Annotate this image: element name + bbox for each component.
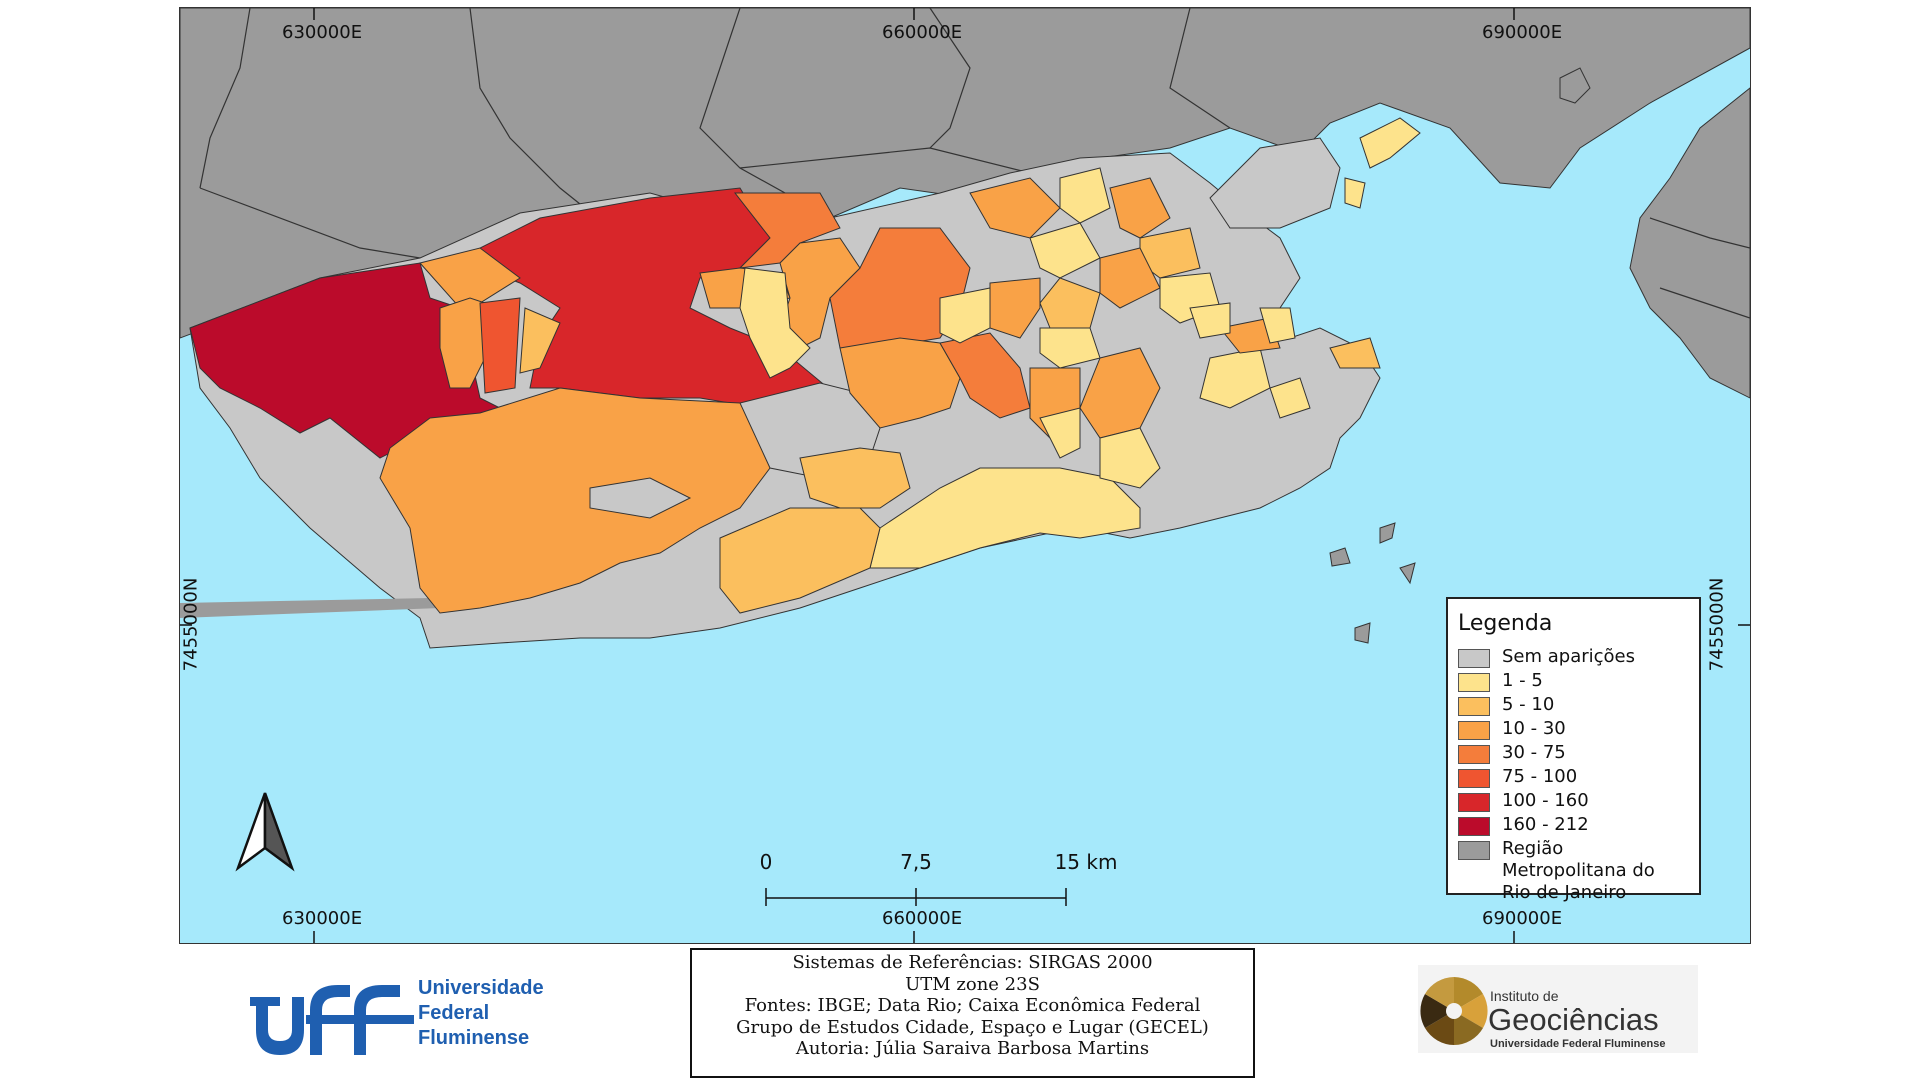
region-c1-center	[739, 267, 811, 379]
legend-swatch	[1458, 721, 1490, 740]
legend-swatch	[1458, 673, 1490, 692]
region-c1-ne2	[1029, 222, 1101, 279]
region-c3-ne1	[969, 177, 1061, 239]
legend-label: 30 - 75	[1502, 742, 1566, 763]
legend-label: 75 - 100	[1502, 766, 1578, 787]
region-c1-ne5	[1039, 327, 1101, 369]
legend-item: Região Metropolitana do Rio de Janeiro	[1458, 838, 1689, 904]
scale-label-1: 7,5	[900, 850, 932, 874]
uff-logo: uff	[250, 975, 414, 1055]
region-c1-ne7	[1099, 427, 1161, 489]
coord-bottom-1: 630000E	[282, 908, 363, 929]
legend-label: 5 - 10	[1502, 694, 1555, 715]
region-c4-mid	[939, 332, 1031, 419]
legend-swatch	[1458, 793, 1490, 812]
region-c1-ne10	[1189, 302, 1231, 339]
legend-swatch	[1458, 745, 1490, 764]
uff-line-2: Federal	[418, 1002, 490, 1024]
region-c2-ne3	[1329, 337, 1381, 369]
map-canvas: 0 7,5 15 km	[180, 8, 1750, 943]
uff-line-3: Fluminense	[418, 1027, 530, 1049]
uff-mark-text: uff	[250, 975, 252, 976]
uff-line-1: Universidade	[418, 977, 544, 999]
region-c1-ne11	[1259, 307, 1296, 344]
info-line-4: Grupo de Estudos Cidade, Espaço e Lugar …	[736, 1016, 1209, 1038]
region-c1-ne6	[1039, 407, 1081, 459]
region-c3-south	[379, 387, 771, 614]
legend-swatch	[1458, 817, 1490, 836]
coord-top-3: 690000E	[1482, 22, 1563, 43]
legend-swatch	[1458, 697, 1490, 716]
coord-top-1: 630000E	[282, 22, 363, 43]
coord-bottom-3: 690000E	[1482, 908, 1563, 929]
island-governador	[1209, 137, 1341, 229]
legend-swatch	[1458, 769, 1490, 788]
island-yellow	[1359, 117, 1421, 169]
coord-right: 7455000N	[1706, 577, 1728, 672]
legend-swatch	[1458, 841, 1490, 860]
metro-region-east	[1629, 87, 1750, 399]
geo-small-text: Instituto de	[1490, 988, 1559, 1004]
legend: Legenda Sem aparições 1 - 5 5 - 10 10 - 30 3…	[1446, 597, 1701, 903]
map-frame: 0 7,5 15 km 630000E 660000E 690000E 6300…	[179, 7, 1751, 944]
north-arrow-icon	[235, 792, 295, 872]
island-yellow-2	[1344, 177, 1366, 209]
scale-bar	[765, 888, 1067, 906]
geo-sub-text: Universidade Federal Fluminense	[1490, 1038, 1666, 1050]
legend-label: Sem aparições	[1502, 646, 1636, 667]
legend-label: 1 - 5	[1502, 670, 1543, 691]
legend-item: 1 - 5	[1458, 670, 1689, 692]
scale-label-0: 0	[760, 850, 773, 874]
region-c2-c	[719, 507, 881, 614]
coast-strip	[180, 598, 440, 618]
legend-item: 160 - 212	[1458, 814, 1689, 836]
legend-item: Sem aparições	[1458, 646, 1689, 668]
geo-title-text: Geociências	[1488, 1002, 1659, 1037]
region-none-s	[589, 477, 692, 519]
region-c2-b	[799, 447, 911, 509]
region-c3-mid	[839, 337, 961, 429]
legend-item: 10 - 30	[1458, 718, 1689, 740]
legend-item: 75 - 100	[1458, 766, 1689, 788]
region-c1-ne4	[939, 287, 991, 344]
info-line-3: Fontes: IBGE; Data Rio; Caixa Econômica …	[744, 995, 1201, 1016]
scale-label-2: 15 km	[1055, 850, 1118, 874]
legend-label: 160 - 212	[1502, 814, 1589, 835]
legend-swatch	[1458, 649, 1490, 668]
region-c5	[479, 297, 521, 394]
legend-label: Região Metropolitana do Rio de Janeiro	[1502, 838, 1655, 903]
coord-left: 7455000N	[180, 577, 202, 672]
legend-label: 100 - 160	[1502, 790, 1589, 811]
region-c3-ne3	[1099, 247, 1161, 309]
info-line-5: Autoria: Júlia Saraiva Barbosa Martins	[795, 1038, 1150, 1059]
ammonite-icon	[1420, 977, 1488, 1045]
region-c1-ne1	[1059, 167, 1111, 224]
legend-label: 10 - 30	[1502, 718, 1566, 739]
coord-bottom-2: 660000E	[882, 908, 963, 929]
region-c3-ne2	[1109, 177, 1171, 239]
region-c1-barra	[869, 467, 1141, 569]
legend-item: 30 - 75	[1458, 742, 1689, 764]
info-line-1: Sistemas de Referências: SIRGAS 2000	[792, 952, 1153, 973]
legend-item: 5 - 10	[1458, 694, 1689, 716]
region-c3-west	[419, 247, 521, 309]
region-c1-ne9	[1269, 377, 1311, 419]
coord-top-2: 660000E	[882, 22, 963, 43]
uff-wordmark: Universidade Federal Fluminense	[418, 976, 544, 1051]
info-line-2: UTM zone 23S	[905, 973, 1040, 995]
geociencias-logo	[1418, 965, 1698, 1053]
legend-item: 100 - 160	[1458, 790, 1689, 812]
region-c2-strip	[519, 307, 561, 374]
legend-items: Sem aparições 1 - 5 5 - 10 10 - 30 30 - 75 75…	[1458, 646, 1689, 904]
legend-title: Legenda	[1458, 611, 1553, 636]
info-box: Sistemas de Referências: SIRGAS 2000 UTM…	[690, 948, 1255, 1078]
